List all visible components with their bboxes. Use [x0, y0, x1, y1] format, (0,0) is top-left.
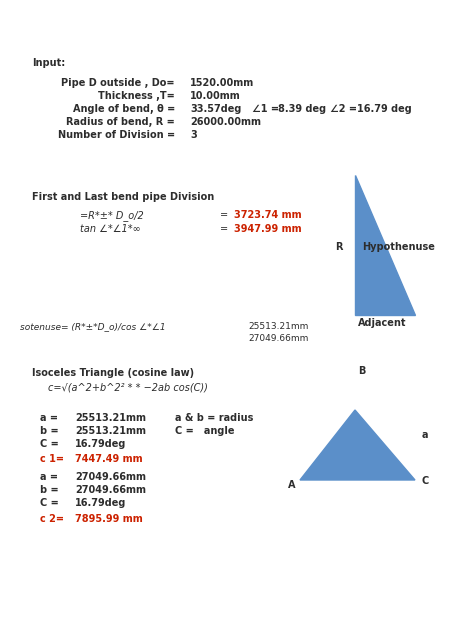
- Text: a =: a =: [40, 472, 58, 482]
- Text: 26000.00mm: 26000.00mm: [190, 117, 261, 127]
- Text: R: R: [335, 242, 343, 252]
- Text: Angle of bend, θ =: Angle of bend, θ =: [73, 104, 175, 114]
- Text: First and Last bend pipe Division: First and Last bend pipe Division: [32, 192, 214, 202]
- Text: Adjacent: Adjacent: [358, 318, 407, 328]
- Text: =R*±* D_o/2: =R*±* D_o/2: [80, 210, 144, 221]
- Text: C =: C =: [40, 439, 59, 449]
- Text: C =: C =: [40, 498, 59, 508]
- Text: 25513.21mm: 25513.21mm: [248, 322, 309, 331]
- Text: 25513.21mm: 25513.21mm: [75, 426, 146, 436]
- Polygon shape: [355, 175, 415, 315]
- Text: 10.00mm: 10.00mm: [190, 91, 241, 101]
- Text: Pipe D outside , Do=: Pipe D outside , Do=: [62, 78, 175, 88]
- Text: Radius of bend, R =: Radius of bend, R =: [66, 117, 175, 127]
- Text: a =: a =: [40, 413, 58, 423]
- Text: Hypothenuse: Hypothenuse: [362, 242, 435, 252]
- Text: 25513.21mm: 25513.21mm: [75, 413, 146, 423]
- Text: Input:: Input:: [32, 58, 65, 68]
- Text: Isoceles Triangle (cosine law): Isoceles Triangle (cosine law): [32, 368, 194, 378]
- Text: A: A: [288, 480, 295, 490]
- Text: c 1=: c 1=: [40, 454, 64, 464]
- Text: b =: b =: [40, 426, 59, 436]
- Text: a & b = radius: a & b = radius: [175, 413, 254, 423]
- Text: =: =: [220, 210, 228, 220]
- Text: tan ∠*∠1*∞: tan ∠*∠1*∞: [80, 224, 141, 234]
- Text: 33.57deg: 33.57deg: [190, 104, 241, 114]
- Text: c=√(a^2+b^2² * * −2ab cos(C)): c=√(a^2+b^2² * * −2ab cos(C)): [48, 383, 208, 393]
- Text: 16.79deg: 16.79deg: [75, 439, 127, 449]
- Text: sotenuse= (R*±*D_o)/cos ∠*∠1: sotenuse= (R*±*D_o)/cos ∠*∠1: [20, 322, 165, 331]
- Text: Thickness ,T=: Thickness ,T=: [98, 91, 175, 101]
- Text: =: =: [220, 224, 228, 234]
- Text: 16.79 deg: 16.79 deg: [357, 104, 412, 114]
- Text: 3947.99 mm: 3947.99 mm: [234, 224, 301, 234]
- Text: a: a: [422, 430, 428, 440]
- Text: 7895.99 mm: 7895.99 mm: [75, 514, 143, 524]
- Text: 7447.49 mm: 7447.49 mm: [75, 454, 143, 464]
- Text: 27049.66mm: 27049.66mm: [248, 334, 309, 343]
- Text: C =   angle: C = angle: [175, 426, 235, 436]
- Text: 8.39 deg: 8.39 deg: [278, 104, 326, 114]
- Text: 1520.00mm: 1520.00mm: [190, 78, 254, 88]
- Text: B: B: [358, 366, 365, 376]
- Polygon shape: [300, 410, 415, 480]
- Text: 27049.66mm: 27049.66mm: [75, 485, 146, 495]
- Text: 27049.66mm: 27049.66mm: [75, 472, 146, 482]
- Text: 16.79deg: 16.79deg: [75, 498, 127, 508]
- Text: C: C: [422, 476, 429, 486]
- Text: ∠2 =: ∠2 =: [330, 104, 357, 114]
- Text: c 2=: c 2=: [40, 514, 64, 524]
- Text: 3: 3: [190, 130, 197, 140]
- Text: Number of Division =: Number of Division =: [58, 130, 175, 140]
- Text: b =: b =: [40, 485, 59, 495]
- Text: 3723.74 mm: 3723.74 mm: [234, 210, 301, 220]
- Text: ∠1 =: ∠1 =: [252, 104, 279, 114]
